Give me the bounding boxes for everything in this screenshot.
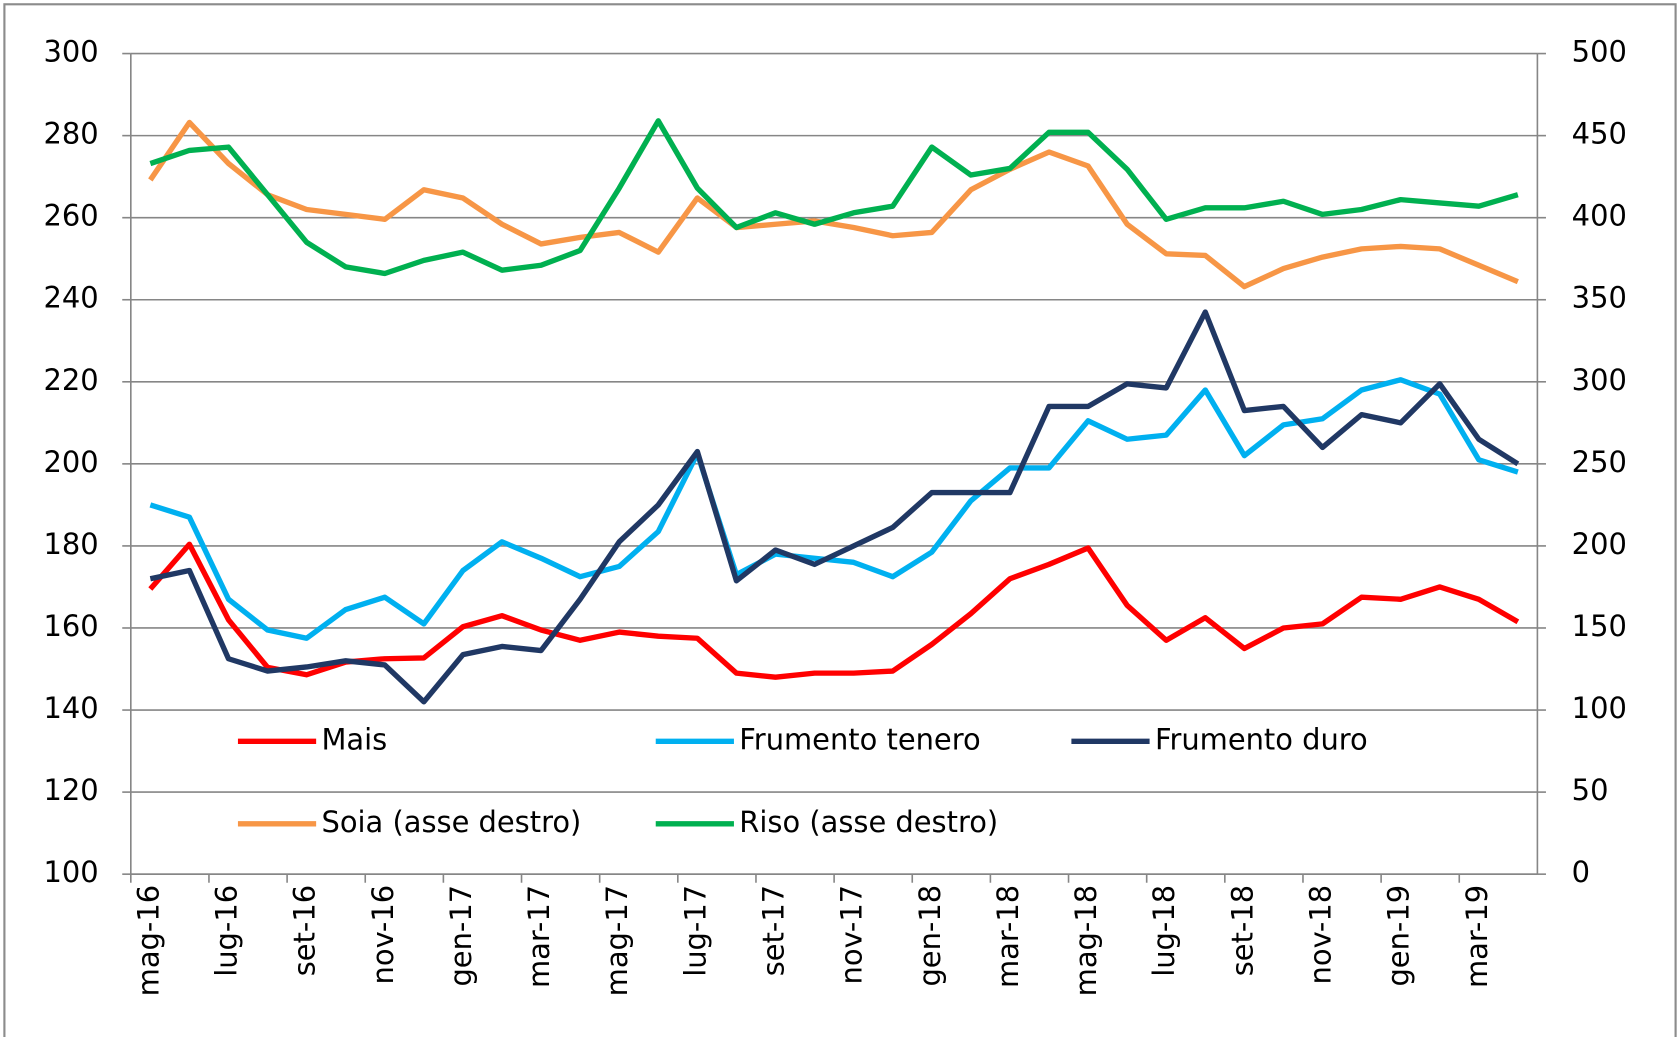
x-tick-label: set-18 (1225, 885, 1259, 976)
y2-tick-label: 500 (1572, 35, 1627, 69)
y2-tick-label: 150 (1572, 609, 1627, 643)
legend-label: Soia (asse destro) (322, 805, 582, 839)
y-tick-label: 240 (43, 281, 98, 315)
series-line (148, 541, 1520, 680)
y-tick-label: 200 (43, 445, 98, 479)
x-tick-label: mag-16 (131, 885, 165, 996)
x-tick-label: set-16 (288, 885, 322, 976)
series-line (149, 118, 1519, 277)
y-tick-label: 280 (43, 117, 98, 151)
series-line (149, 309, 1520, 705)
legend-label: Frumento tenero (739, 722, 980, 756)
y-tick-label: 180 (43, 527, 98, 561)
x-tick-label: mar-17 (522, 885, 556, 988)
x-tick-label: gen-19 (1382, 885, 1416, 987)
y-tick-label: 140 (43, 691, 98, 725)
legend-label: Mais (322, 722, 388, 756)
x-tick-label: nov-17 (835, 885, 869, 985)
y-tick-label: 300 (43, 35, 98, 69)
legend-label: Frumento duro (1155, 722, 1368, 756)
y2-tick-label: 0 (1572, 855, 1590, 889)
x-tick-label: lug-18 (1147, 885, 1181, 977)
x-tick-label: nov-16 (366, 885, 400, 985)
x-tick-label: mag-17 (600, 885, 634, 996)
series-line (148, 119, 1519, 290)
legend-label: Riso (asse destro) (739, 805, 998, 839)
y2-tick-label: 300 (1572, 363, 1627, 397)
y-tick-label: 260 (43, 199, 98, 233)
y2-tick-label: 350 (1572, 281, 1627, 315)
y2-tick-label: 400 (1572, 199, 1627, 233)
x-tick-label: lug-17 (678, 885, 712, 977)
y2-tick-label: 250 (1572, 445, 1627, 479)
x-tick-label: set-17 (757, 885, 791, 976)
series-line (149, 377, 1519, 641)
y-tick-label: 100 (43, 855, 98, 889)
chart-frame (3, 3, 1677, 1037)
x-tick-label: mar-19 (1460, 885, 1494, 988)
x-tick-label: lug-16 (209, 885, 243, 977)
x-tick-label: nov-18 (1304, 885, 1338, 985)
y2-tick-label: 450 (1572, 117, 1627, 151)
y2-tick-label: 50 (1572, 773, 1609, 807)
x-tick-label: mar-18 (991, 885, 1025, 988)
x-tick-label: gen-18 (913, 885, 947, 987)
x-tick-label: mag-18 (1069, 885, 1103, 996)
y-tick-label: 120 (43, 773, 98, 807)
y-tick-label: 160 (43, 609, 98, 643)
y-tick-label: 220 (43, 363, 98, 397)
x-tick-label: gen-17 (444, 885, 478, 987)
y2-tick-label: 200 (1572, 527, 1627, 561)
y2-tick-label: 100 (1572, 691, 1627, 725)
